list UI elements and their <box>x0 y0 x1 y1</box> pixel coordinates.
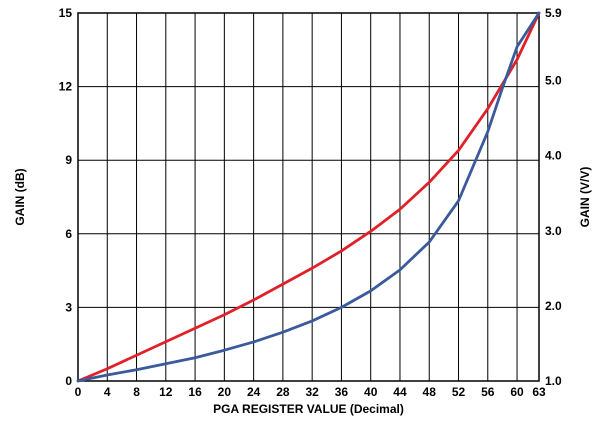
series-line-gain-db <box>76 11 541 383</box>
x-tick-label: 60 <box>510 385 524 399</box>
y-tick-label-right: 2.0 <box>545 299 562 313</box>
x-tick-label: 44 <box>393 385 407 399</box>
x-tick-label: 63 <box>532 385 546 399</box>
y-tick-label-left: 12 <box>59 80 73 94</box>
y-axis-title-left: GAIN (dB) <box>13 168 27 225</box>
x-tick-label: 36 <box>335 385 349 399</box>
y-tick-label-right: 4.0 <box>545 149 562 163</box>
y-tick-label-left: 0 <box>65 374 72 388</box>
y-axis-title-right: GAIN (V/V) <box>578 167 592 228</box>
x-tick-label: 56 <box>481 385 495 399</box>
grid-layer <box>77 12 540 382</box>
x-tick-label: 20 <box>218 385 232 399</box>
x-tick-label: 16 <box>188 385 202 399</box>
y-tick-label-right: 1.0 <box>545 374 562 388</box>
y-tick-label-left: 3 <box>65 300 72 314</box>
x-tick-label: 8 <box>133 385 140 399</box>
y-tick-label-right: 3.0 <box>545 224 562 238</box>
x-tick-label: 0 <box>75 385 82 399</box>
x-axis-title: PGA REGISTER VALUE (Decimal) <box>213 402 404 416</box>
x-tick-label: 12 <box>159 385 173 399</box>
tick-label-layer: 0 4 8 12 16 20 24 28 32 36 40 44 48 52 56 60 63036912151… <box>59 6 562 399</box>
x-tick-label: 4 <box>104 385 111 399</box>
y-tick-label-right: 5.9 <box>545 6 562 20</box>
y-tick-label-right: 5.0 <box>545 74 562 88</box>
x-tick-label: 24 <box>247 385 261 399</box>
x-tick-label: 28 <box>276 385 290 399</box>
x-tick-label: 32 <box>305 385 319 399</box>
plot-frame <box>77 12 540 382</box>
x-tick-label: 40 <box>364 385 378 399</box>
series-layer <box>76 11 541 383</box>
y-tick-label-left: 9 <box>65 153 72 167</box>
x-tick-label: 52 <box>452 385 466 399</box>
y-tick-label-left: 6 <box>65 227 72 241</box>
series-line-gain-vv <box>76 11 541 383</box>
y-tick-label-left: 15 <box>59 6 73 20</box>
x-tick-label: 48 <box>423 385 437 399</box>
